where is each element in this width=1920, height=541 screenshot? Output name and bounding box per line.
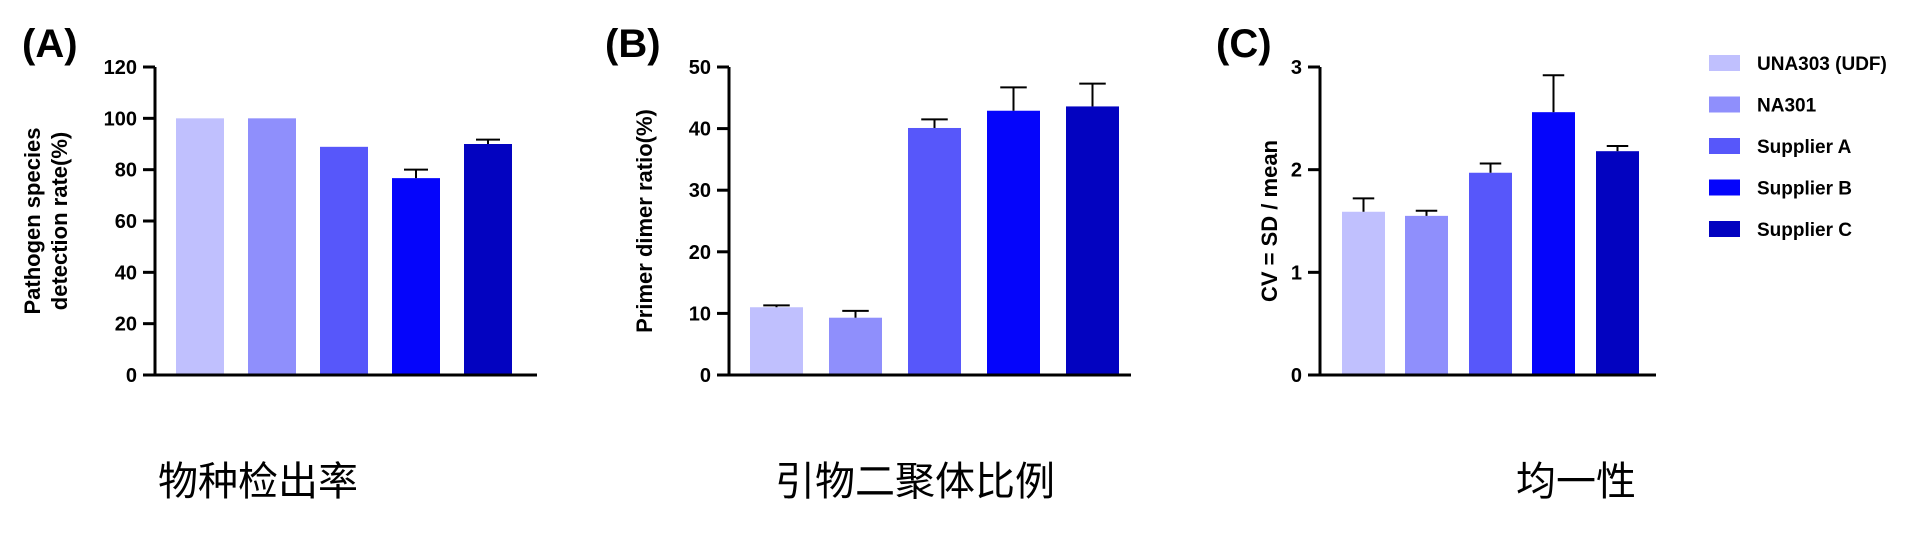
- legend-swatch: [1709, 96, 1740, 113]
- legend-label: Supplier C: [1757, 220, 1852, 241]
- panel-label: (B): [605, 22, 661, 66]
- y-tick-label: 2: [1291, 160, 1302, 182]
- y-tick-label: 50: [689, 57, 711, 79]
- legend-swatch: [1709, 221, 1740, 237]
- legend-label: Supplier A: [1757, 137, 1852, 158]
- panel-caption: 均一性: [1516, 459, 1636, 505]
- y-tick-label: 1: [1291, 262, 1302, 284]
- bar: [908, 127, 961, 374]
- bar: [1532, 112, 1575, 374]
- y-tick-label: 3: [1291, 57, 1302, 79]
- legend-label: UNA303 (UDF): [1757, 54, 1887, 75]
- panel-caption: 物种检出率: [158, 459, 358, 505]
- chart-panel-b: (B) 0 10 20 30 40 50 Primer dimer ratio(%) 引物二聚体…: [605, 22, 1131, 505]
- y-tick-label: 40: [689, 119, 711, 141]
- y-tick-label: 80: [115, 160, 137, 182]
- y-axis-label: Primer dimer ratio(%): [632, 109, 657, 333]
- bar: [320, 146, 368, 374]
- bar: [248, 118, 296, 374]
- legend-swatch: [1709, 138, 1740, 154]
- bar: [750, 307, 803, 374]
- bar: [176, 118, 224, 374]
- panel-label: (A): [22, 22, 78, 66]
- y-tick-label: 40: [115, 262, 137, 284]
- y-axis-label: detection rate(%): [47, 132, 72, 310]
- y-axis-label: CV = SD / mean: [1257, 140, 1282, 302]
- legend-swatch: [1709, 179, 1740, 196]
- y-tick-label: 30: [689, 180, 711, 202]
- bar: [392, 178, 440, 374]
- y-tick-label: 10: [689, 303, 711, 325]
- panel-label: (C): [1216, 22, 1272, 66]
- legend: UNA303 (UDF) NA301 Supplier A Supplier B Sup…: [1709, 54, 1887, 241]
- y-tick-label: 0: [126, 365, 137, 387]
- y-axis-label: Pathogen species: [20, 127, 45, 314]
- y-tick-label: 120: [104, 57, 137, 79]
- bar: [1342, 211, 1385, 374]
- bar: [1596, 151, 1639, 374]
- chart-panel-c: (C) 0 1 2 3 CV = SD / mean 均一性: [1216, 22, 1656, 505]
- y-tick-label: 20: [115, 314, 137, 336]
- legend-label: NA301: [1757, 96, 1817, 117]
- panel-caption: 引物二聚体比例: [775, 459, 1055, 505]
- y-tick-label: 100: [104, 108, 137, 130]
- bar: [829, 317, 882, 374]
- bar: [1405, 215, 1448, 374]
- legend-label: Supplier B: [1757, 179, 1852, 200]
- bar: [1469, 172, 1512, 374]
- chart-panel-a: (A) 0 20 40 60 80 100 120 Pathogen species detect…: [20, 22, 537, 505]
- bar: [1066, 106, 1119, 374]
- y-tick-label: 20: [689, 242, 711, 264]
- bar: [464, 144, 512, 374]
- legend-swatch: [1709, 55, 1740, 71]
- y-tick-label: 60: [115, 211, 137, 233]
- y-tick-label: 0: [1291, 365, 1302, 387]
- y-tick-label: 0: [700, 365, 711, 387]
- bar: [987, 110, 1040, 374]
